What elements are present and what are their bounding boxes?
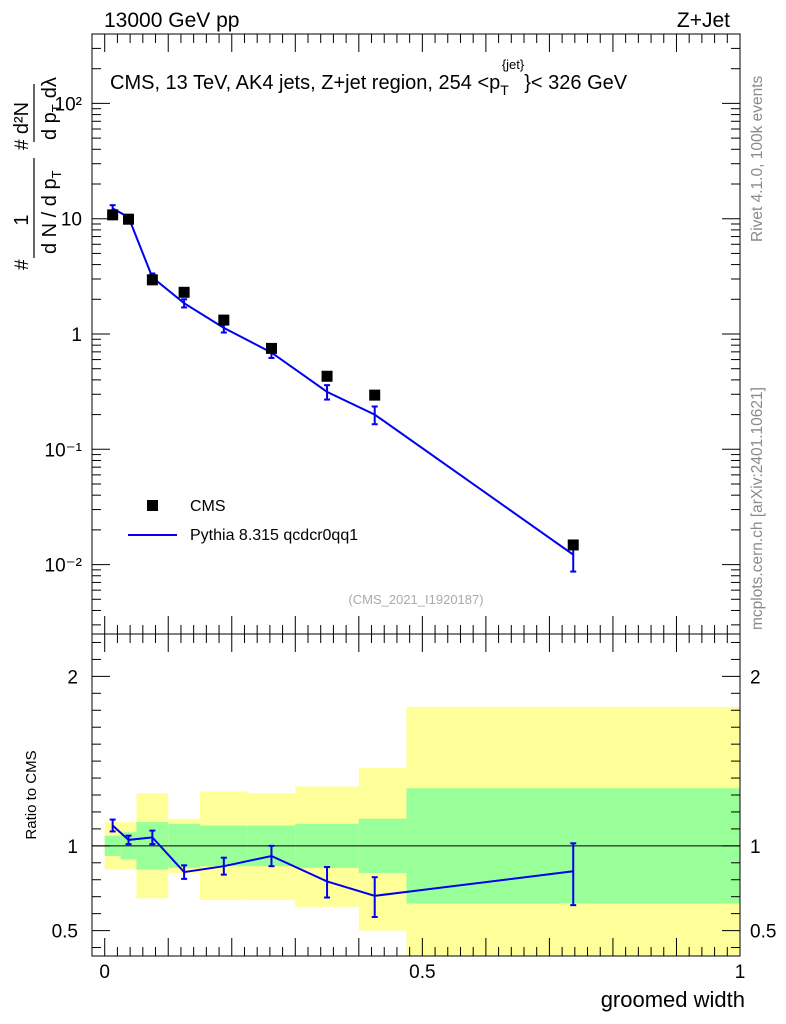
pythia-line	[112, 207, 574, 556]
ratio-ytick-label-left: 0.5	[52, 922, 78, 943]
xtick-label: 0.5	[409, 962, 435, 983]
title-subscript: T	[500, 82, 509, 98]
legend-cms-label: CMS	[190, 498, 226, 515]
ratio-axis-ticks: 0.5 0.51 12 20 0.5 1	[52, 634, 776, 983]
legend: CMS Pythia 8.315 qcdcr0qq1	[128, 498, 358, 544]
xtick-label: 1	[735, 962, 746, 983]
ylabel-den-1: d N / d pT	[39, 170, 64, 254]
ylabel-hash-1: #	[12, 259, 33, 270]
main-ytick-label: 10⁻¹	[45, 440, 83, 461]
cms-data-point	[123, 213, 135, 225]
analysis-id-label: (CMS_2021_I1920187)	[348, 592, 483, 607]
title-suffix: }< 326 GeV	[524, 72, 628, 94]
main-ytick-label: 1	[71, 325, 82, 346]
cms-data-point	[107, 209, 119, 221]
cms-data-point	[218, 314, 230, 326]
cms-data-point	[321, 370, 333, 382]
ratio-ytick-label-right: 2	[750, 667, 761, 688]
main-ytick-label: 10⁻²	[45, 556, 83, 577]
main-ytick-label: 10²	[55, 94, 82, 115]
ratio-ytick-label-right: 1	[750, 837, 761, 858]
title-prefix: CMS, 13 TeV, AK4 jets, Z+jet region, 254…	[110, 72, 500, 94]
main-plot-title: CMS, 13 TeV, AK4 jets, Z+jet region, 254…	[110, 57, 628, 98]
ratio-ylabel: Ratio to CMS	[23, 750, 40, 839]
ratio-ytick-label-left: 2	[67, 667, 78, 688]
ratio-uncertainty-bands	[104, 706, 740, 956]
main-plot-frame	[91, 33, 741, 635]
xaxis-label: groomed width	[601, 987, 745, 1012]
legend-cms-marker	[147, 500, 158, 511]
ylabel-den-2: d pTdλ	[39, 77, 64, 140]
cms-data-point	[146, 274, 158, 286]
ratio-plot-series	[109, 818, 577, 919]
main-plot-series	[107, 204, 579, 573]
cms-data-point	[178, 286, 190, 298]
main-axis-ticks: 10⁻² 10⁻¹ 1 10 10²	[45, 33, 741, 634]
title-superscript: {jet}	[502, 57, 525, 72]
cms-data-point	[369, 389, 381, 401]
header-left-label: 13000 GeV pp	[104, 9, 239, 32]
mcplots-label: mcplots.cern.ch [arXiv:2401.10621]	[749, 387, 766, 630]
ylabel-num-2: d²N	[11, 102, 33, 134]
cms-data-point	[265, 342, 277, 354]
main-ylabel: # 1 d N / d pT # d²N d pTdλ	[11, 77, 64, 270]
main-ytick-label: 10	[61, 210, 82, 231]
ratio-ytick-label-left: 1	[67, 837, 78, 858]
rivet-version-label: Rivet 4.1.0, 100k events	[749, 75, 766, 242]
ylabel-num-1: 1	[11, 214, 33, 225]
header-right-label: Z+Jet	[677, 9, 730, 32]
cms-data-point	[567, 539, 579, 551]
ratio-ytick-label-right: 0.5	[750, 922, 776, 943]
legend-pythia-label: Pythia 8.315 qcdcr0qq1	[190, 527, 358, 544]
ylabel-hash-2: #	[12, 139, 33, 150]
xtick-label: 0	[99, 962, 110, 983]
